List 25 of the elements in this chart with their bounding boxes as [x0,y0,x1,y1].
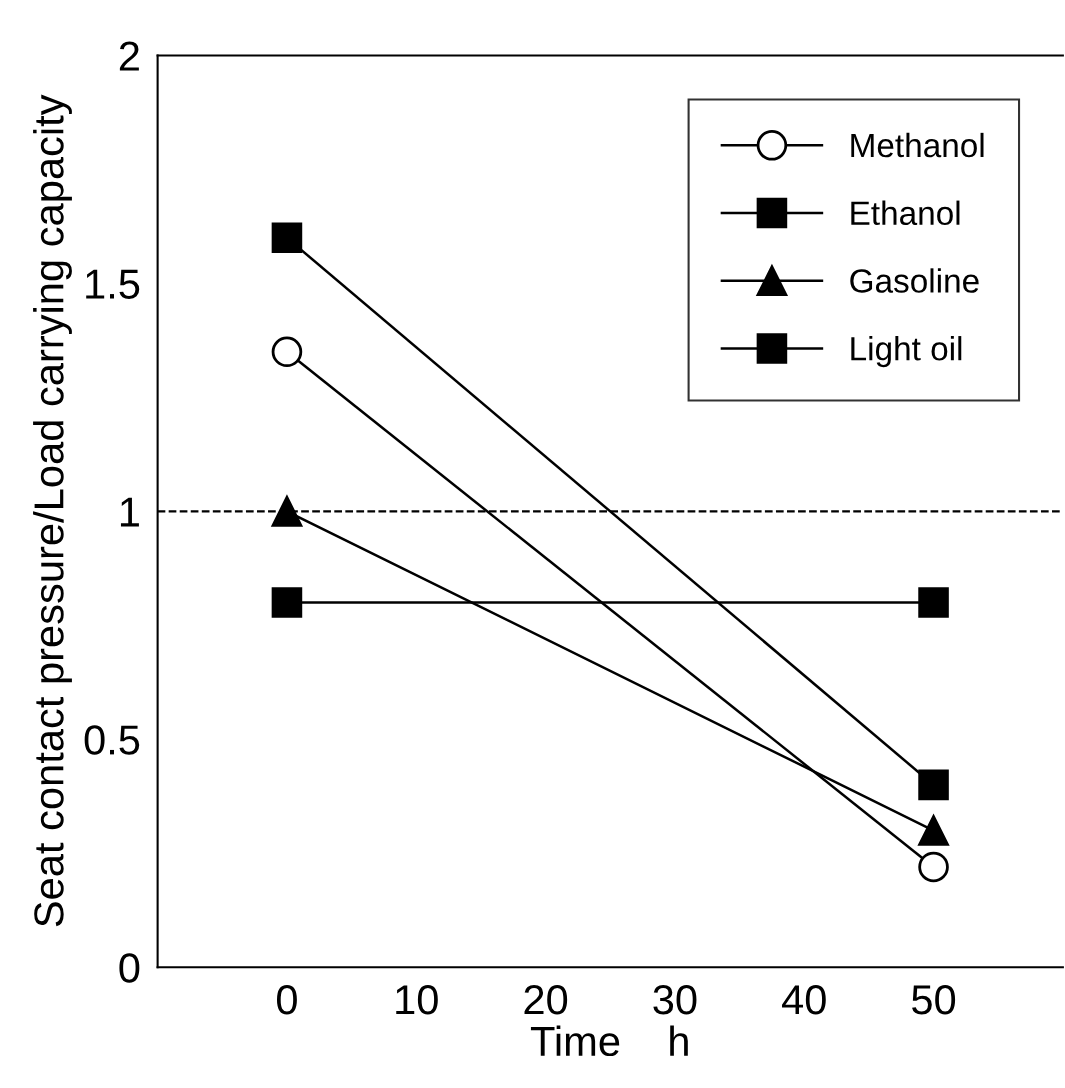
y-axis-title: Seat contact pressure/Load carrying capacity [33,94,72,927]
legend-label: Gasoline [850,268,979,293]
point [918,769,949,801]
x-axis-title: Time h [530,1025,688,1057]
point [918,815,949,846]
x-tick-label: 10 [396,985,438,1015]
legend-label: Ethanol [851,200,960,226]
x-tick-label: 30 [653,985,697,1015]
point [271,336,303,368]
point [271,587,303,618]
legend-label: Methanol [851,132,984,158]
y-tick-label: 1.5 [86,269,140,299]
y-tick-label: 2 [119,41,139,71]
point [271,222,303,254]
x-tick-label: 40 [782,985,826,1015]
x-tick-label: 0 [276,985,297,1015]
point [918,587,949,618]
y-tick-label: 0 [119,953,140,983]
y-tick-label: 0.5 [84,725,140,755]
y-tick-label: 1 [120,497,139,527]
x-tick-label: 50 [912,985,956,1015]
legend-label: Light oil [851,336,962,368]
point [918,851,949,883]
x-tick-label: 20 [524,985,568,1015]
point [271,496,303,527]
